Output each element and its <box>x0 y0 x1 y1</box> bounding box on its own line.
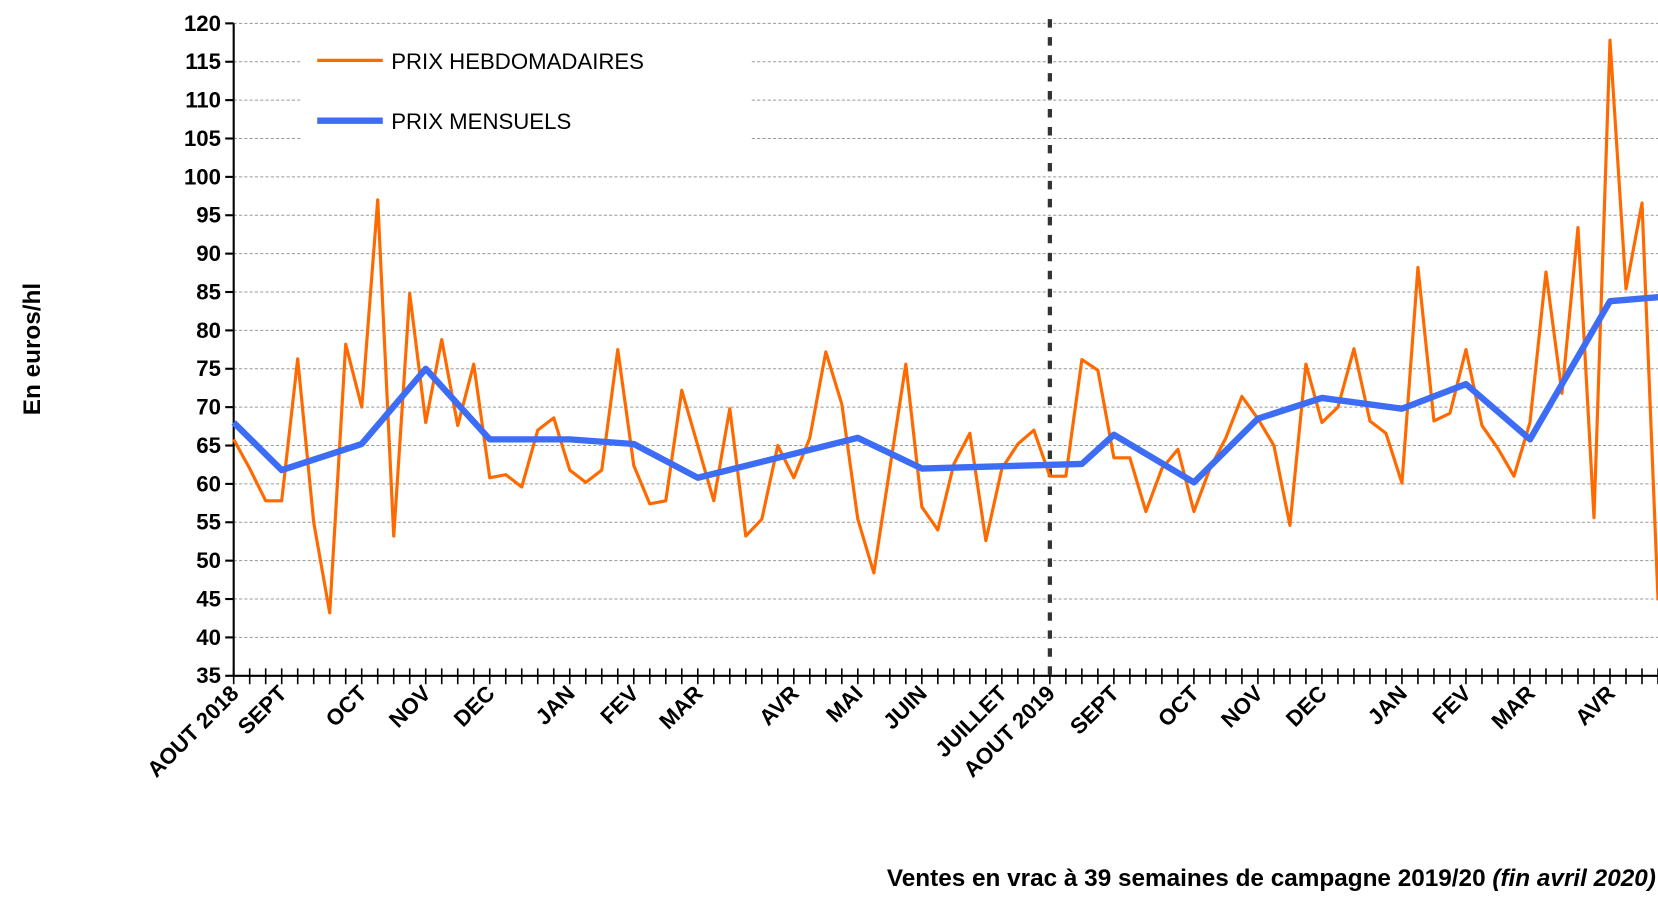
x-tick-label: NOV <box>384 681 436 733</box>
y-tick-label: 110 <box>185 88 221 113</box>
y-tick-label: 100 <box>184 164 221 189</box>
y-axis-title: En euros/hl <box>19 283 46 415</box>
x-axis-title-main: Ventes en vrac à 39 semaines de campagne… <box>887 865 1492 892</box>
y-tick-label: 75 <box>196 356 221 381</box>
x-tick-label: FEV <box>595 681 643 729</box>
y-tick-label: 95 <box>196 203 221 228</box>
x-axis-title: Ventes en vrac à 39 semaines de campagne… <box>887 865 1656 892</box>
y-tick-label: 60 <box>196 471 221 496</box>
y-tick-label: 80 <box>196 318 221 343</box>
x-tick-label: AVR <box>754 681 804 731</box>
y-tick-label: 120 <box>184 11 221 36</box>
y-tick-label: 45 <box>196 586 221 611</box>
y-tick-label: 70 <box>196 395 221 420</box>
legend-label: PRIX HEBDOMADAIRES <box>391 49 644 74</box>
x-axis-title-note: (fin avril 2020) <box>1492 865 1656 892</box>
y-tick-label: 65 <box>196 433 221 458</box>
series-line <box>232 38 1658 615</box>
x-tick-label: NOV <box>1216 681 1268 733</box>
legend-box <box>301 36 751 142</box>
x-tick-label: FEV <box>1428 681 1476 729</box>
series-line <box>231 294 1658 486</box>
x-tick-label: OCT <box>1153 680 1204 731</box>
legend-label: PRIX MENSUELS <box>391 109 571 134</box>
y-tick-label: 115 <box>185 49 221 74</box>
y-tick-label: 40 <box>196 625 221 650</box>
legend: PRIX HEBDOMADAIRES PRIX MENSUELS <box>301 36 751 142</box>
x-tick-label: DEC <box>1281 681 1332 732</box>
x-tick-label: JAN <box>531 681 580 730</box>
x-tick-label: DEC <box>449 681 500 732</box>
y-tick-label: 55 <box>196 510 221 535</box>
y-tick-label: 35 <box>196 663 221 688</box>
x-tick-label: MAR <box>1486 681 1539 734</box>
x-tick-label: JUIN <box>878 681 931 734</box>
y-tick-label: 105 <box>184 126 221 151</box>
x-tick-label: SEPT <box>1065 680 1124 739</box>
x-tick-label: SEPT <box>233 680 292 739</box>
y-tick-label: 85 <box>196 279 221 304</box>
x-tick-label: AOUT 2018 <box>142 681 243 782</box>
y-tick-label: 90 <box>196 241 221 266</box>
y-tick-label: 50 <box>196 548 221 573</box>
x-tick-label: OCT <box>321 680 372 731</box>
x-tick-label: MAI <box>821 681 867 727</box>
x-tick-label: AVR <box>1570 681 1620 731</box>
x-tick-label: MAR <box>654 681 707 734</box>
x-tick-label: JAN <box>1363 681 1412 730</box>
